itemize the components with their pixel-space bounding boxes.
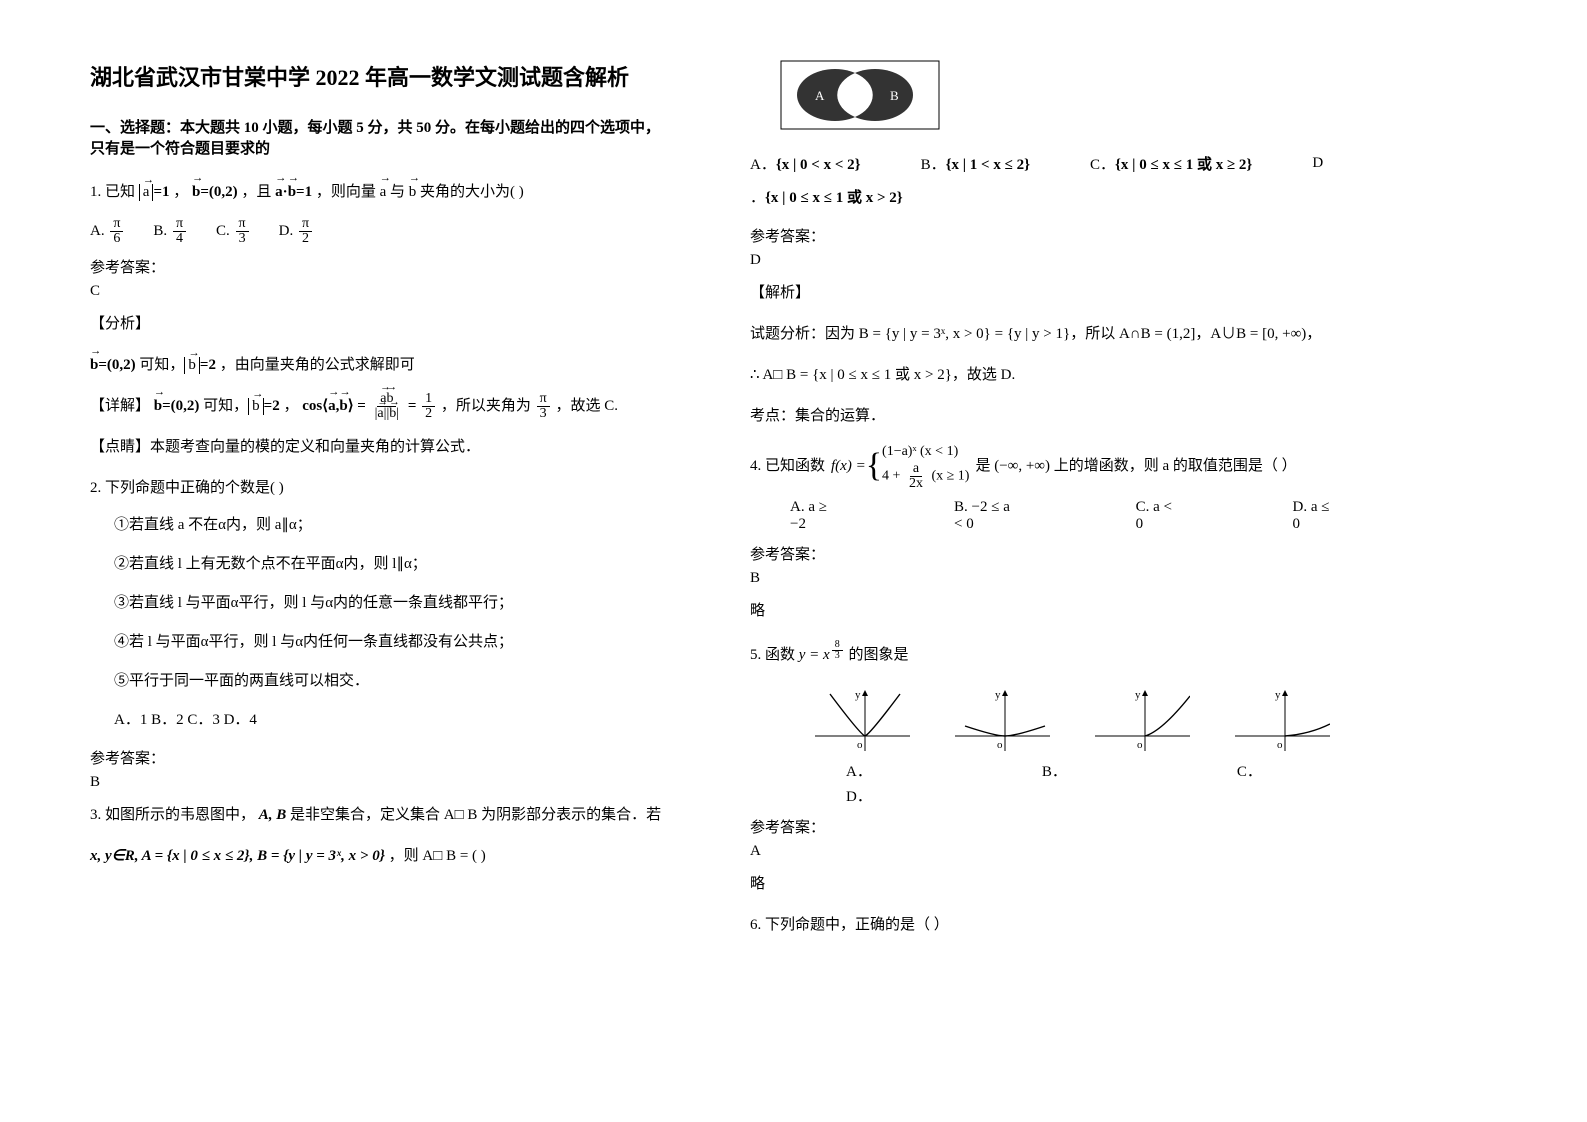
q3-kd: 考点：集合的运算． bbox=[750, 400, 1330, 433]
q1-detail: 【详解】 b=(0,2) 可知，b=2 ， cos⟨a,b⟩ = ab|a||b… bbox=[90, 390, 670, 423]
q2-p2: ②若直线 l 上有无数个点不在平面α内，则 l∥α； bbox=[114, 552, 670, 573]
doc-title: 湖北省武汉市甘棠中学 2022 年高一数学文测试题含解析 bbox=[90, 60, 670, 92]
left-column: 湖北省武汉市甘棠中学 2022 年高一数学文测试题含解析 一、选择题：本大题共 … bbox=[90, 60, 670, 950]
q3-opt-a: A．{x | 0 < x < 2} bbox=[750, 153, 861, 174]
q3-line2: x, y∈R, A = {x | 0 ≤ x ≤ 2}, B = {y | y … bbox=[90, 840, 670, 873]
q1-text-pre: 1. 已知 bbox=[90, 184, 135, 200]
q1-opt-c: C. π3 bbox=[216, 217, 251, 246]
q4-opt-d: D. a ≤ 0 bbox=[1293, 499, 1330, 533]
q5-graph-labels: A． B． C． bbox=[846, 760, 1330, 781]
q1-analysis-label: 【分析】 bbox=[90, 308, 670, 341]
q5-stem: 5. 函数 y = x83 的图象是 bbox=[750, 636, 1330, 672]
q5-opt-a: A． bbox=[846, 760, 872, 781]
graph-c: xy o bbox=[1090, 686, 1190, 756]
svg-text:B: B bbox=[890, 88, 899, 103]
q5-opt-c: C． bbox=[1237, 760, 1262, 781]
svg-text:o: o bbox=[1277, 739, 1283, 751]
q1-post: ，则向量 a 与 b 夹角的大小为( ) bbox=[316, 184, 524, 200]
q1-stem: 1. 已知 a=1 ， b=(0,2) ，且 a·b=1 ，则向量 a 与 b … bbox=[90, 176, 670, 209]
right-column: A B A．{x | 0 < x < 2} B．{x | 1 < x ≤ 2} … bbox=[750, 60, 1330, 950]
q3-options-row1: A．{x | 0 < x < 2} B．{x | 1 < x ≤ 2} C．{x… bbox=[750, 153, 1330, 174]
q4-ans: B bbox=[750, 570, 1330, 587]
q3-jx-body2: ∴ A□ B = {x | 0 ≤ x ≤ 1 或 x > 2}，故选 D. bbox=[750, 359, 1330, 392]
q5-ans: A bbox=[750, 843, 1330, 860]
graph-b: xy o bbox=[950, 686, 1050, 756]
q4-lue: 略 bbox=[750, 595, 1330, 628]
q1-options: A. π6 B. π4 C. π3 D. π2 bbox=[90, 217, 670, 246]
q4-ans-label: 参考答案： bbox=[750, 543, 1330, 564]
q1-abs-a: a bbox=[139, 184, 154, 201]
q1-sep1: ， bbox=[173, 184, 188, 200]
q3-jx-body: 试题分析：因为 B = {y | y = 3ˣ, x > 0} = {y | y… bbox=[750, 318, 1330, 351]
q3-opt-d-letter: D bbox=[1312, 155, 1323, 172]
q3-opt-c: C．{x | 0 ≤ x ≤ 1 或 x ≥ 2} bbox=[1090, 153, 1252, 174]
q1-ans: C bbox=[90, 283, 670, 300]
q5-graphs: xy o xy o xy o xy o bbox=[810, 686, 1330, 756]
q1-ans-label: 参考答案： bbox=[90, 256, 670, 277]
q4-piecewise: f(x) = { (1−a)ˣ (x < 1) 4 + a2x (x ≥ 1) bbox=[831, 441, 969, 491]
q4-opt-a: A. a ≥ −2 bbox=[790, 499, 834, 533]
q1-opt-a: A. π6 bbox=[90, 217, 125, 246]
q4-stem: 4. 已知函数 f(x) = { (1−a)ˣ (x < 1) 4 + a2x … bbox=[750, 441, 1330, 491]
q1-analysis-body: b=(0,2) 可知，b=2 ，由向量夹角的公式求解即可 bbox=[90, 349, 670, 382]
q1-sep2: ，且 bbox=[241, 184, 271, 200]
q5-opt-d: D． bbox=[846, 785, 1330, 806]
section-1-head: 一、选择题：本大题共 10 小题，每小题 5 分，共 50 分。在每小题给出的四… bbox=[90, 116, 670, 158]
q2-p1: ①若直线 a 不在α内，则 a∥α； bbox=[114, 513, 670, 534]
q2-opts: A．1 B．2 C．3 D．4 bbox=[114, 708, 670, 729]
svg-text:y: y bbox=[995, 689, 1001, 701]
svg-text:y: y bbox=[1275, 689, 1281, 701]
svg-text:o: o bbox=[1137, 739, 1143, 751]
q1-opt-b: B. π4 bbox=[153, 217, 188, 246]
q4-options: A. a ≥ −2 B. −2 ≤ a < 0 C. a < 0 D. a ≤ … bbox=[790, 499, 1330, 533]
q4-opt-c: C. a < 0 bbox=[1136, 499, 1173, 533]
q4-opt-b: B. −2 ≤ a < 0 bbox=[954, 499, 1016, 533]
q3-ans: D bbox=[750, 252, 1330, 269]
graph-a: xy o bbox=[810, 686, 910, 756]
q2-stem: 2. 下列命题中正确的个数是( ) bbox=[90, 472, 670, 505]
q5-opt-b: B． bbox=[1042, 760, 1067, 781]
q6-stem: 6. 下列命题中，正确的是（ ） bbox=[750, 909, 1330, 942]
q2-p3: ③若直线 l 与平面α平行，则 l 与α内的任意一条直线都平行； bbox=[114, 591, 670, 612]
page: 湖北省武汉市甘棠中学 2022 年高一数学文测试题含解析 一、选择题：本大题共 … bbox=[0, 0, 1587, 1010]
graph-d: xy o bbox=[1230, 686, 1330, 756]
svg-text:A: A bbox=[815, 88, 825, 103]
svg-text:y: y bbox=[1135, 689, 1141, 701]
q2-ans-label: 参考答案： bbox=[90, 747, 670, 768]
q2-ans: B bbox=[90, 774, 670, 791]
q2-p4: ④若 l 与平面α平行，则 l 与α内任何一条直线都没有公共点； bbox=[114, 630, 670, 651]
svg-text:y: y bbox=[855, 689, 861, 701]
q2-p5: ⑤平行于同一平面的两直线可以相交． bbox=[114, 669, 670, 690]
q3-opt-b: B．{x | 1 < x ≤ 2} bbox=[921, 153, 1030, 174]
q3-ans-label: 参考答案： bbox=[750, 225, 1330, 246]
q1-opt-d: D. π2 bbox=[279, 217, 314, 246]
svg-text:o: o bbox=[857, 739, 863, 751]
q3-stem: 3. 如图所示的韦恩图中， A, B 是非空集合，定义集合 A□ B 为阴影部分… bbox=[90, 799, 670, 832]
q1-comment: 【点睛】本题考查向量的模的定义和向量夹角的计算公式． bbox=[90, 431, 670, 464]
venn-diagram: A B bbox=[780, 60, 1330, 135]
q5-ans-label: 参考答案： bbox=[750, 816, 1330, 837]
svg-text:o: o bbox=[997, 739, 1003, 751]
q3-opt-d: ．{x | 0 ≤ x ≤ 1 或 x > 2} bbox=[750, 182, 1330, 215]
q5-lue: 略 bbox=[750, 868, 1330, 901]
q3-jx-label: 【解析】 bbox=[750, 277, 1330, 310]
